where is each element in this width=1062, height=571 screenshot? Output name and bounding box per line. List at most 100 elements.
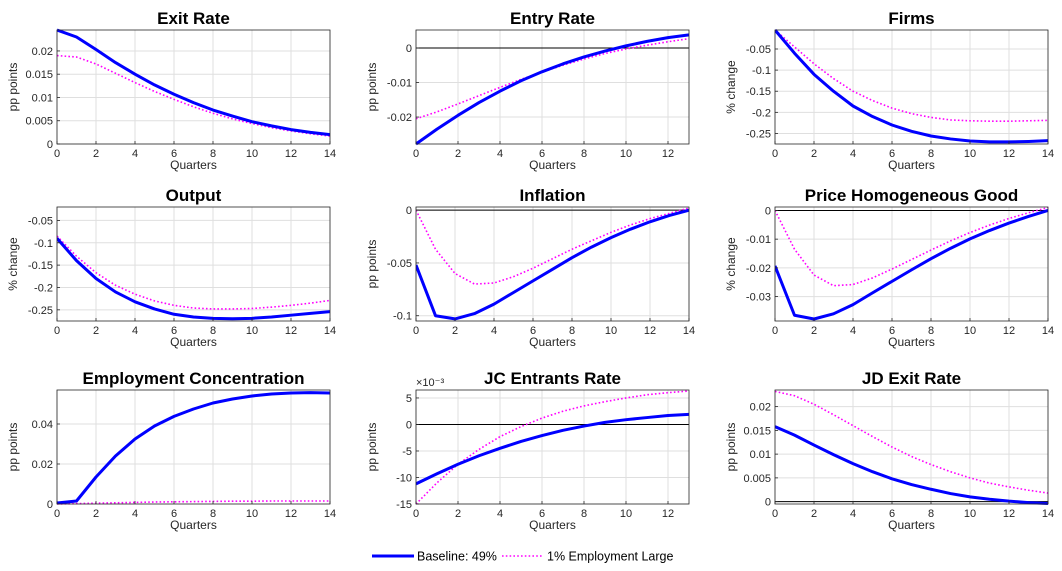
- price-homogeneous-good-x-tick-label: 0: [772, 325, 778, 337]
- firms-x-tick-label: 4: [850, 148, 856, 160]
- jd-exit-rate-axes-box: [774, 389, 1049, 505]
- jc-entrants-rate-panel: 0 2 4 6 8 10 12 -15 -10 -5 0 5 ×10⁻³ JC Entrants Rate…: [365, 369, 690, 532]
- firms-y-tick-label: -0.15: [746, 86, 771, 98]
- jd-exit-rate-y-tick-label: 0.02: [750, 402, 771, 414]
- jd-exit-rate-x-tick-label: 4: [850, 508, 856, 520]
- price-homogeneous-good-y-axis-label: % change: [724, 237, 738, 291]
- price-homogeneous-good-x-tick-label: 12: [1003, 325, 1015, 337]
- jd-exit-rate-y-tick-label: 0.005: [743, 473, 771, 485]
- employment-concentration-x-tick-label: 14: [324, 508, 336, 520]
- jc-entrants-rate-y-axis-label: pp points: [365, 423, 379, 472]
- price-homogeneous-good-x-tick-label: 14: [1042, 325, 1054, 337]
- employment-concentration-y-tick-label: 0.04: [32, 419, 53, 431]
- output-x-tick-label: 2: [93, 325, 99, 337]
- employment-concentration-x-tick-label: 12: [285, 508, 297, 520]
- exit-rate-x-tick-label: 2: [93, 148, 99, 160]
- exit-rate-x-tick-label: 4: [132, 148, 138, 160]
- firms-x-tick-label: 6: [889, 148, 895, 160]
- exit-rate-panel: 0 2 4 6 8 10 12 14 0 0.005 0.01 0.015 0.02 Exit Rate Q…: [6, 9, 336, 172]
- price-homogeneous-good-x-tick-label: 2: [811, 325, 817, 337]
- entry-rate-x-tick-label: 6: [539, 148, 545, 160]
- exit-rate-x-tick-label: 6: [171, 148, 177, 160]
- jd-exit-rate-x-tick-label: 0: [772, 508, 778, 520]
- jc-entrants-rate-exponent-label: ×10⁻³: [416, 377, 444, 389]
- firms-y-axis-label: % change: [724, 60, 738, 114]
- price-homogeneous-good-x-tick-label: 8: [928, 325, 934, 337]
- exit-rate-x-tick-label: 14: [324, 148, 336, 160]
- panels: 0 2 4 6 8 10 12 14 0 0.005 0.01 0.015 0.02 Exit Rate Q…: [6, 9, 1054, 532]
- firms-y-tick-label: -0.05: [746, 44, 771, 56]
- jd-exit-rate-title: JD Exit Rate: [862, 369, 961, 388]
- entry-rate-x-tick-label: 8: [581, 148, 587, 160]
- legend-baseline-label: Baseline: 49%: [417, 550, 497, 564]
- firms-y-tick-label: -0.2: [752, 107, 771, 119]
- firms-x-tick-label: 10: [964, 148, 976, 160]
- employment-concentration-x-tick-label: 2: [93, 508, 99, 520]
- output-series-baseline-49: [57, 237, 330, 321]
- entry-rate-plot-area: [416, 30, 689, 144]
- inflation-y-axis-label: pp points: [365, 240, 379, 289]
- exit-rate-y-tick-label: 0.015: [25, 69, 53, 81]
- entry-rate-y-tick-label: -0.02: [387, 112, 412, 124]
- firms-series-baseline-49: [775, 29, 1048, 144]
- exit-rate-y-tick-label: 0.02: [32, 46, 53, 58]
- output-plot-area: [57, 207, 330, 321]
- jc-entrants-rate-y-tick-label: 0: [406, 419, 412, 431]
- firms-x-tick-label: 14: [1042, 148, 1054, 160]
- firms-title: Firms: [888, 9, 934, 28]
- output-x-tick-label: 4: [132, 325, 138, 337]
- jd-exit-rate-y-tick-label: 0.015: [743, 425, 771, 437]
- output-x-axis-label: Quarters: [170, 335, 217, 349]
- firms-y-tick-label: -0.25: [746, 128, 771, 140]
- inflation-x-axis-label: Quarters: [529, 335, 576, 349]
- jc-entrants-rate-x-tick-label: 12: [662, 508, 674, 520]
- jc-entrants-rate-x-axis-label: Quarters: [529, 518, 576, 532]
- inflation-series-baseline-49: [416, 208, 689, 321]
- employment-concentration-series-baseline-49: [57, 391, 330, 505]
- inflation-y-tick-label: -0.05: [387, 258, 412, 270]
- inflation-plot-area: [416, 207, 689, 321]
- legend-alt-label: 1% Employment Large: [547, 550, 674, 564]
- entry-rate-x-axis-label: Quarters: [529, 158, 576, 172]
- output-x-tick-label: 12: [285, 325, 297, 337]
- output-x-tick-label: 8: [210, 325, 216, 337]
- exit-rate-plot-area: [57, 30, 330, 144]
- output-x-tick-label: 0: [54, 325, 60, 337]
- price-homogeneous-good-x-tick-label: 10: [964, 325, 976, 337]
- output-y-tick-label: -0.05: [28, 215, 53, 227]
- jc-entrants-rate-series-baseline-49: [416, 412, 689, 486]
- inflation-x-tick-label: 4: [491, 325, 497, 337]
- output-x-tick-label: 14: [324, 325, 336, 337]
- jd-exit-rate-y-axis-label: pp points: [724, 423, 738, 472]
- employment-concentration-title: Employment Concentration: [83, 369, 305, 388]
- inflation-title: Inflation: [519, 186, 585, 205]
- entry-rate-y-tick-label: -0.01: [387, 78, 412, 90]
- firms-panel: 0 2 4 6 8 10 12 14 -0.25 -0.2 -0.15 -0.1 -0.05 Firms Q…: [724, 9, 1054, 172]
- jd-exit-rate-x-tick-label: 10: [964, 508, 976, 520]
- exit-rate-series-1-employment-large: [57, 54, 330, 137]
- jc-entrants-rate-x-tick-label: 0: [413, 508, 419, 520]
- price-homogeneous-good-axes-box: [774, 206, 1049, 322]
- price-homogeneous-good-y-tick-label: -0.02: [746, 263, 771, 275]
- exit-rate-x-axis-label: Quarters: [170, 158, 217, 172]
- firms-x-tick-label: 2: [811, 148, 817, 160]
- jc-entrants-rate-y-tick-label: -10: [396, 472, 412, 484]
- output-panel: 0 2 4 6 8 10 12 14 -0.25 -0.2 -0.15 -0.1 -0.05 Output…: [6, 186, 336, 349]
- inflation-y-tick-label: -0.1: [393, 311, 412, 323]
- employment-concentration-axes-box: [56, 389, 331, 505]
- firms-plot-area: [775, 30, 1048, 144]
- entry-rate-series-baseline-49: [416, 33, 689, 146]
- exit-rate-title: Exit Rate: [157, 9, 230, 28]
- jd-exit-rate-x-axis-label: Quarters: [888, 518, 935, 532]
- price-homogeneous-good-y-tick-label: 0: [765, 205, 771, 217]
- jd-exit-rate-y-tick-label: 0.01: [750, 449, 771, 461]
- entry-rate-axes-box: [415, 29, 690, 145]
- inflation-series-1-employment-large: [416, 207, 689, 285]
- inflation-x-tick-label: 14: [683, 325, 695, 337]
- output-y-tick-label: -0.25: [28, 305, 53, 317]
- jc-entrants-rate-x-tick-label: 6: [539, 508, 545, 520]
- inflation-y-tick-label: 0: [406, 205, 412, 217]
- jc-entrants-rate-title: JC Entrants Rate: [484, 369, 621, 388]
- jd-exit-rate-y-tick-label: 0: [765, 497, 771, 509]
